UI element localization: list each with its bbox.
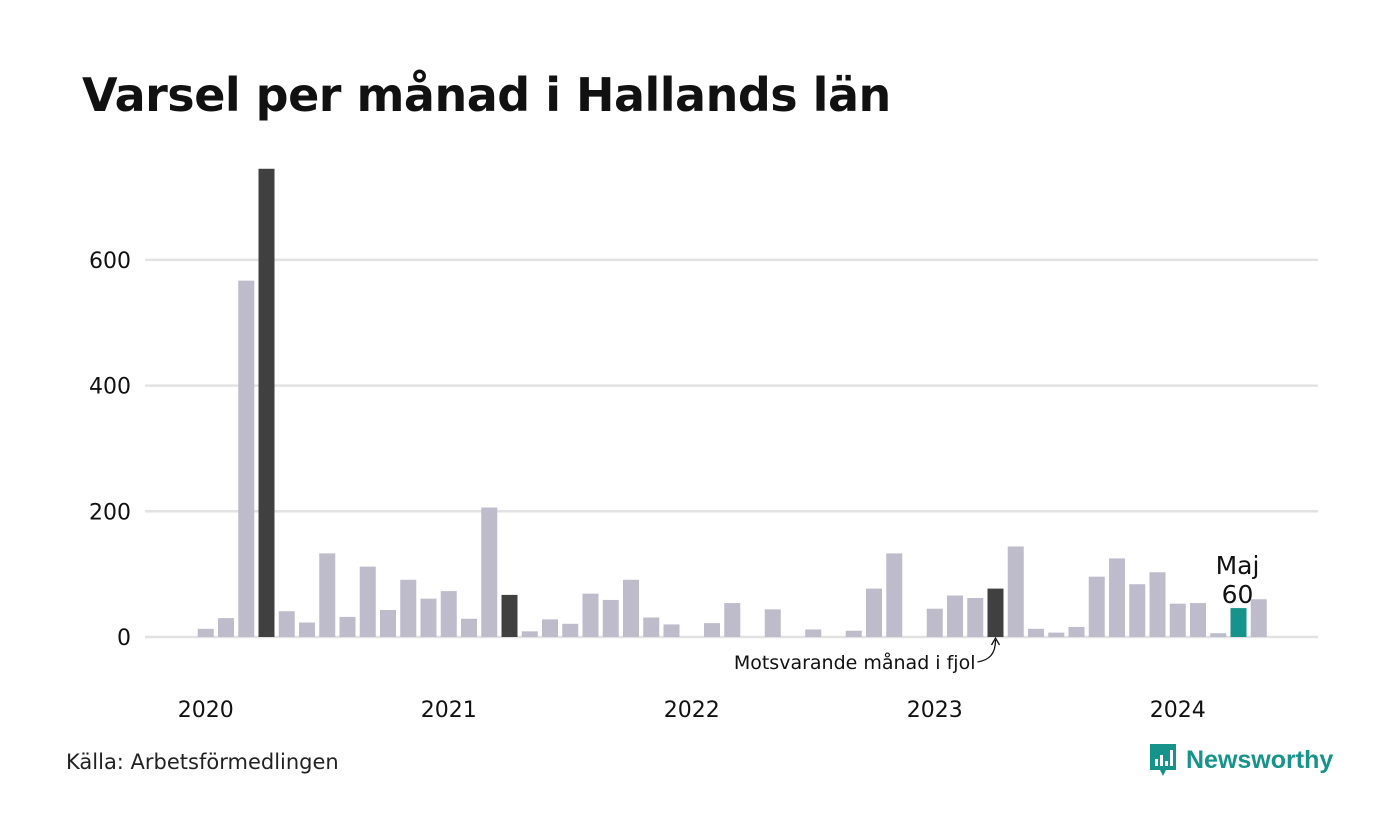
x-axis-year-labels: 2020 2021 2022 2023 2024 (178, 698, 1206, 723)
x-tick-label: 2021 (421, 698, 477, 723)
bar-2023-02[interactable] (926, 608, 943, 637)
x-tick-label: 2023 (907, 698, 963, 723)
chart-title: Varsel per månad i Hallands län (82, 68, 891, 122)
bar-2020-09[interactable] (339, 616, 356, 637)
bar-2023-11[interactable] (1109, 558, 1125, 637)
y-axis-ticks: 0 200 400 600 (89, 249, 131, 651)
bar-2021-05[interactable] (501, 594, 518, 637)
brand-logo[interactable]: Newsworthy (1148, 742, 1333, 778)
bar-2021-03[interactable] (461, 618, 477, 637)
bar-2022-11[interactable] (866, 588, 882, 637)
bar-2022-01[interactable] (663, 624, 680, 637)
current-month-label: Maj (1216, 551, 1260, 580)
bar-2020-07[interactable] (299, 622, 315, 637)
bar-2021-04[interactable] (481, 507, 498, 637)
bar-2021-07[interactable] (542, 619, 558, 637)
bar-2024-02[interactable] (1169, 603, 1186, 637)
bar-2024-05[interactable] (1230, 608, 1247, 637)
bar-2020-10[interactable] (359, 566, 376, 637)
bar-2024-04[interactable] (1210, 633, 1227, 637)
bar-2022-03[interactable] (704, 623, 720, 637)
bar-2023-10[interactable] (1088, 576, 1105, 637)
bar-2020-04[interactable] (238, 280, 255, 637)
bar-2023-09[interactable] (1068, 626, 1085, 637)
bar-2024-01[interactable] (1149, 572, 1166, 637)
bar-undefined[interactable] (1250, 599, 1267, 637)
bar-2020-05[interactable] (258, 168, 275, 637)
bar-2022-10[interactable] (845, 630, 862, 637)
bar-2022-04[interactable] (724, 603, 741, 637)
x-tick-label: 2020 (178, 698, 234, 723)
bar-2021-06[interactable] (521, 631, 538, 637)
bar-2020-02[interactable] (197, 628, 214, 637)
bars-layer (197, 168, 1267, 637)
bar-2021-09[interactable] (582, 593, 599, 637)
bar-2020-12[interactable] (400, 579, 417, 637)
bar-2023-07[interactable] (1028, 628, 1044, 637)
bar-2022-08[interactable] (805, 629, 822, 637)
bar-2021-10[interactable] (602, 599, 619, 637)
bar-2020-06[interactable] (278, 611, 295, 637)
x-tick-label: 2024 (1150, 698, 1206, 723)
bar-2023-05[interactable] (987, 588, 1004, 637)
y-tick-label: 0 (117, 626, 131, 651)
bar-2021-11[interactable] (623, 579, 639, 637)
bar-2023-03[interactable] (947, 595, 963, 637)
bar-2020-03[interactable] (218, 618, 234, 637)
bar-2022-06[interactable] (764, 609, 781, 637)
bar-2023-12[interactable] (1129, 584, 1146, 637)
bar-2024-03[interactable] (1190, 603, 1206, 637)
annotation-arrow (977, 639, 997, 663)
annotation-text: Motsvarande månad i fjol (734, 651, 976, 674)
bar-2023-04[interactable] (967, 598, 984, 637)
brand-name: Newsworthy (1186, 745, 1334, 774)
bar-2020-08[interactable] (319, 553, 336, 637)
bar-2021-12[interactable] (643, 617, 660, 637)
bar-2023-06[interactable] (1007, 546, 1024, 637)
bar-2020-11[interactable] (380, 609, 396, 637)
y-tick-label: 600 (89, 249, 131, 274)
y-tick-label: 400 (89, 375, 131, 400)
x-tick-label: 2022 (664, 698, 720, 723)
source-text: Källa: Arbetsförmedlingen (66, 750, 339, 774)
bar-2021-08[interactable] (562, 623, 579, 637)
bar-2023-08[interactable] (1048, 632, 1065, 637)
annotation-arrowhead (990, 636, 1001, 646)
bar-2021-01[interactable] (420, 598, 437, 637)
chart-bubble-icon (1150, 744, 1176, 776)
y-tick-label: 200 (89, 500, 131, 525)
bar-2021-02[interactable] (440, 591, 457, 637)
bar-2022-12[interactable] (886, 553, 903, 637)
current-value-label: 60 (1222, 580, 1254, 609)
